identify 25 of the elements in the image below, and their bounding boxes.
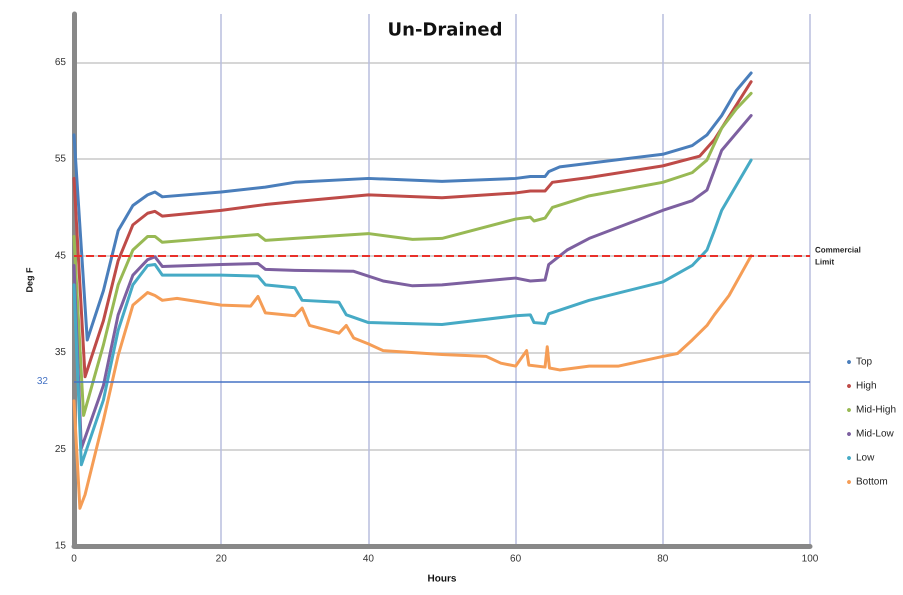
ref-line-label: Commercial Limit: [815, 245, 864, 266]
legend-label: Top: [856, 356, 873, 368]
line-series: [72, 158, 753, 466]
ref-line-label: 32: [36, 376, 48, 388]
y-tick-label: 15: [54, 540, 66, 552]
y-tick-label: 65: [54, 56, 66, 68]
x-tick-label: 60: [510, 554, 522, 564]
y-tick-label: 45: [54, 250, 66, 262]
line-series: [72, 254, 753, 510]
legend-label: Mid-High: [856, 404, 896, 416]
x-tick-label: 40: [362, 554, 374, 564]
x-tick-label: 0: [71, 554, 78, 564]
legend-label: Low: [856, 452, 876, 464]
chart-title: Un-Drained: [388, 20, 502, 40]
y-tick-label: 35: [54, 347, 66, 358]
x-axis-title: Hours: [428, 574, 457, 584]
y-tick-label: 55: [54, 154, 66, 165]
legend-label: Bottom: [856, 476, 888, 488]
x-tick-label: 100: [802, 554, 819, 564]
legend-label: Mid-Low: [856, 428, 895, 440]
x-tick-label: 20: [216, 554, 228, 564]
legend-label: High: [856, 380, 877, 392]
y-tick-label: 25: [54, 444, 66, 455]
x-tick-label: 80: [657, 554, 669, 564]
y-axis-title: Deg F: [24, 267, 34, 293]
